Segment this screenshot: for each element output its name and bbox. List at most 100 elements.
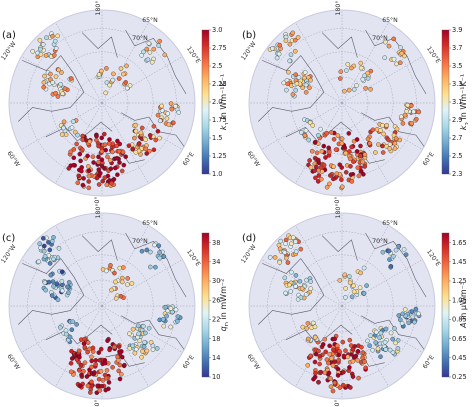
station-point bbox=[367, 141, 373, 146]
station-point bbox=[41, 80, 47, 85]
colorbar-tick-label: 18 bbox=[212, 335, 220, 343]
station-point bbox=[96, 350, 102, 355]
station-point bbox=[286, 69, 291, 75]
station-point bbox=[362, 164, 367, 169]
station-point bbox=[345, 354, 351, 360]
station-point bbox=[364, 283, 369, 288]
colorbar-tick-label: 2.0 bbox=[212, 98, 223, 106]
station-point bbox=[328, 384, 334, 389]
station-point bbox=[350, 347, 356, 352]
station-point bbox=[318, 126, 323, 132]
station-point bbox=[154, 346, 160, 351]
station-point bbox=[70, 319, 75, 324]
station-point bbox=[51, 235, 56, 240]
station-point bbox=[334, 171, 339, 176]
station-point bbox=[388, 330, 394, 336]
station-point bbox=[130, 326, 136, 332]
station-point bbox=[349, 144, 354, 150]
colorbar-gradient bbox=[201, 232, 210, 378]
station-point bbox=[113, 296, 119, 301]
grid-label: 60°E bbox=[181, 150, 196, 167]
grid-label: 180° bbox=[334, 1, 342, 16]
station-point bbox=[107, 82, 112, 88]
map-panel-d: 65°N 70°N 120°W 120°E 60°W 60°E 180° 0° (d) 0.25 0… bbox=[240, 203, 474, 407]
grid-label: 60°W bbox=[5, 150, 21, 169]
station-point bbox=[285, 260, 291, 265]
station-point bbox=[370, 127, 376, 133]
station-point bbox=[137, 338, 143, 343]
station-point bbox=[85, 383, 91, 389]
station-point bbox=[50, 279, 56, 284]
station-point bbox=[110, 149, 115, 155]
station-point bbox=[164, 313, 169, 319]
station-point bbox=[365, 76, 371, 81]
latitude-line bbox=[27, 28, 177, 178]
station-point bbox=[283, 290, 288, 296]
meridian-line bbox=[341, 56, 423, 104]
station-point bbox=[82, 345, 88, 350]
station-point bbox=[274, 55, 280, 61]
station-point bbox=[362, 152, 368, 157]
station-point bbox=[106, 380, 112, 385]
station-point bbox=[270, 46, 275, 51]
station-point bbox=[316, 348, 321, 354]
station-point bbox=[400, 121, 406, 126]
station-point bbox=[161, 323, 167, 329]
station-point bbox=[323, 349, 328, 355]
station-point bbox=[105, 338, 110, 343]
station-point bbox=[148, 249, 153, 255]
station-point bbox=[85, 340, 91, 345]
colorbar-tick-label: 14 bbox=[212, 354, 220, 362]
colorbar-tick-label: 26 bbox=[212, 296, 220, 304]
station-point bbox=[326, 360, 331, 366]
station-point bbox=[89, 354, 94, 360]
station-point bbox=[51, 284, 56, 289]
station-point bbox=[164, 116, 170, 121]
station-point bbox=[384, 144, 389, 149]
station-point bbox=[139, 248, 145, 254]
station-point bbox=[386, 248, 392, 254]
station-point bbox=[284, 87, 289, 93]
station-point bbox=[326, 145, 331, 151]
station-point bbox=[298, 246, 304, 252]
station-point bbox=[76, 173, 81, 179]
station-point bbox=[138, 130, 144, 136]
station-point bbox=[287, 282, 292, 288]
station-point bbox=[173, 307, 179, 313]
station-point bbox=[343, 150, 349, 156]
colorbar-tick-label: 2.5 bbox=[452, 152, 463, 160]
colorbar-tick-label: 0.65 bbox=[452, 335, 467, 343]
station-point bbox=[297, 279, 303, 284]
station-point bbox=[96, 159, 101, 165]
station-point bbox=[102, 131, 107, 137]
station-point bbox=[37, 37, 43, 43]
station-point bbox=[289, 241, 294, 246]
station-point bbox=[84, 374, 90, 379]
colorbar-tick-label: 1.05 bbox=[452, 296, 467, 304]
station-point bbox=[80, 147, 85, 152]
station-point bbox=[48, 272, 54, 278]
station-point bbox=[406, 320, 412, 326]
colorbar-tick-label: 1.45 bbox=[452, 258, 467, 266]
station-point bbox=[40, 42, 46, 47]
station-point bbox=[358, 153, 363, 158]
station-point bbox=[106, 141, 112, 146]
coastline bbox=[18, 258, 85, 325]
station-point bbox=[326, 370, 332, 376]
coastline bbox=[361, 112, 427, 151]
station-point bbox=[55, 33, 60, 39]
coastline bbox=[321, 235, 358, 261]
colorbar-tick-label: 0.25 bbox=[452, 373, 467, 381]
grid-label: 60°E bbox=[421, 150, 436, 167]
station-point bbox=[333, 147, 339, 152]
station-point bbox=[72, 129, 78, 135]
station-point bbox=[37, 241, 42, 246]
station-point bbox=[74, 141, 79, 147]
station-point bbox=[144, 151, 149, 156]
station-point bbox=[81, 176, 86, 181]
station-point bbox=[141, 344, 147, 349]
station-point bbox=[78, 158, 83, 164]
station-point bbox=[331, 347, 336, 353]
station-point bbox=[91, 160, 96, 165]
station-point bbox=[339, 141, 345, 146]
